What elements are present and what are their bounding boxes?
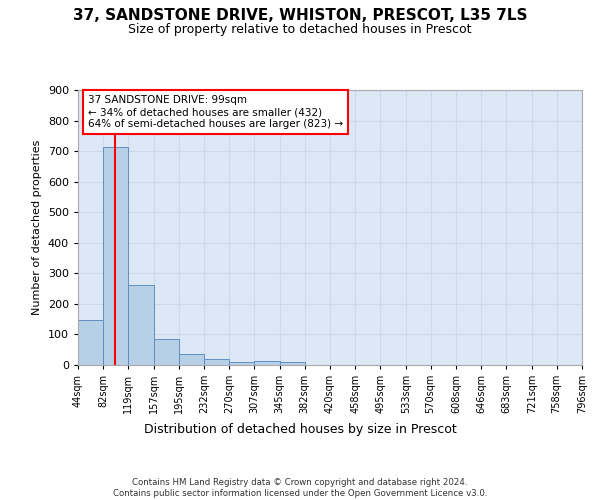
Bar [254,362,280,365]
Text: 37 SANDSTONE DRIVE: 99sqm
← 34% of detached houses are smaller (432)
64% of semi: 37 SANDSTONE DRIVE: 99sqm ← 34% of detac… [88,96,343,128]
Bar [204,359,229,365]
Text: Size of property relative to detached houses in Prescot: Size of property relative to detached ho… [128,22,472,36]
Bar [280,362,305,365]
Bar [103,148,128,365]
Y-axis label: Number of detached properties: Number of detached properties [32,140,42,315]
Bar [179,354,204,365]
Bar [128,285,154,365]
Text: 37, SANDSTONE DRIVE, WHISTON, PRESCOT, L35 7LS: 37, SANDSTONE DRIVE, WHISTON, PRESCOT, L… [73,8,527,22]
Bar [78,320,103,365]
Bar [154,339,179,365]
Text: Distribution of detached houses by size in Prescot: Distribution of detached houses by size … [143,422,457,436]
Bar [229,362,254,365]
Text: Contains HM Land Registry data © Crown copyright and database right 2024.
Contai: Contains HM Land Registry data © Crown c… [113,478,487,498]
